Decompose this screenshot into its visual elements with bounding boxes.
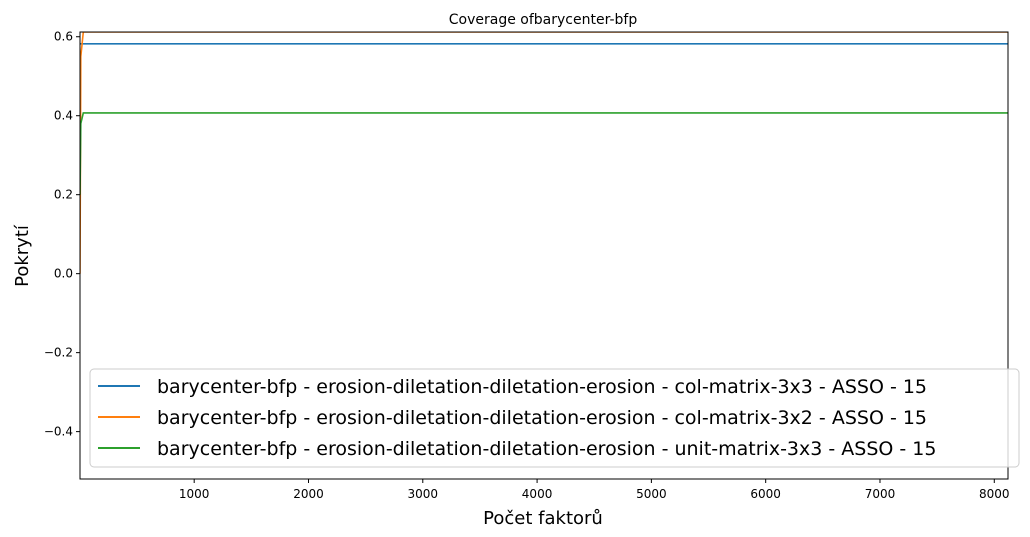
y-axis-title: Pokrytí [12, 224, 33, 287]
y-axis: 0.6 0.4 0.2 0.0 −0.2 −0.4 [44, 30, 80, 439]
plot-frame [79, 31, 1009, 480]
y-tick-label: 0.2 [54, 188, 73, 202]
x-axis: 1000 2000 3000 4000 5000 6000 7000 8000 [179, 479, 1010, 501]
x-tick-label: 7000 [865, 487, 896, 501]
legend-box [89, 368, 1020, 468]
legend-label-2: barycenter-bfp - erosion-diletation-dile… [157, 407, 927, 429]
y-tick-label: −0.2 [44, 346, 73, 360]
legend-label-3: barycenter-bfp - erosion-diletation-dile… [157, 438, 936, 460]
y-tick-label: 0.6 [54, 30, 73, 44]
x-tick-label: 4000 [522, 487, 553, 501]
y-tick-label: 0.4 [54, 109, 73, 123]
legend-label-1: barycenter-bfp - erosion-diletation-dile… [157, 376, 927, 398]
x-tick-label: 8000 [979, 487, 1010, 501]
legend: barycenter-bfp - erosion-diletation-dile… [89, 368, 1020, 468]
x-axis-title: Počet faktorů [483, 508, 603, 529]
y-tick-label: 0.0 [54, 267, 73, 281]
x-tick-label: 5000 [636, 487, 667, 501]
chart-title: Coverage ofbarycenter-bfp [449, 12, 638, 28]
y-tick-label: −0.4 [44, 425, 73, 439]
x-tick-label: 6000 [750, 487, 781, 501]
x-tick-label: 1000 [179, 487, 210, 501]
x-tick-label: 3000 [408, 487, 439, 501]
x-tick-label: 2000 [293, 487, 324, 501]
